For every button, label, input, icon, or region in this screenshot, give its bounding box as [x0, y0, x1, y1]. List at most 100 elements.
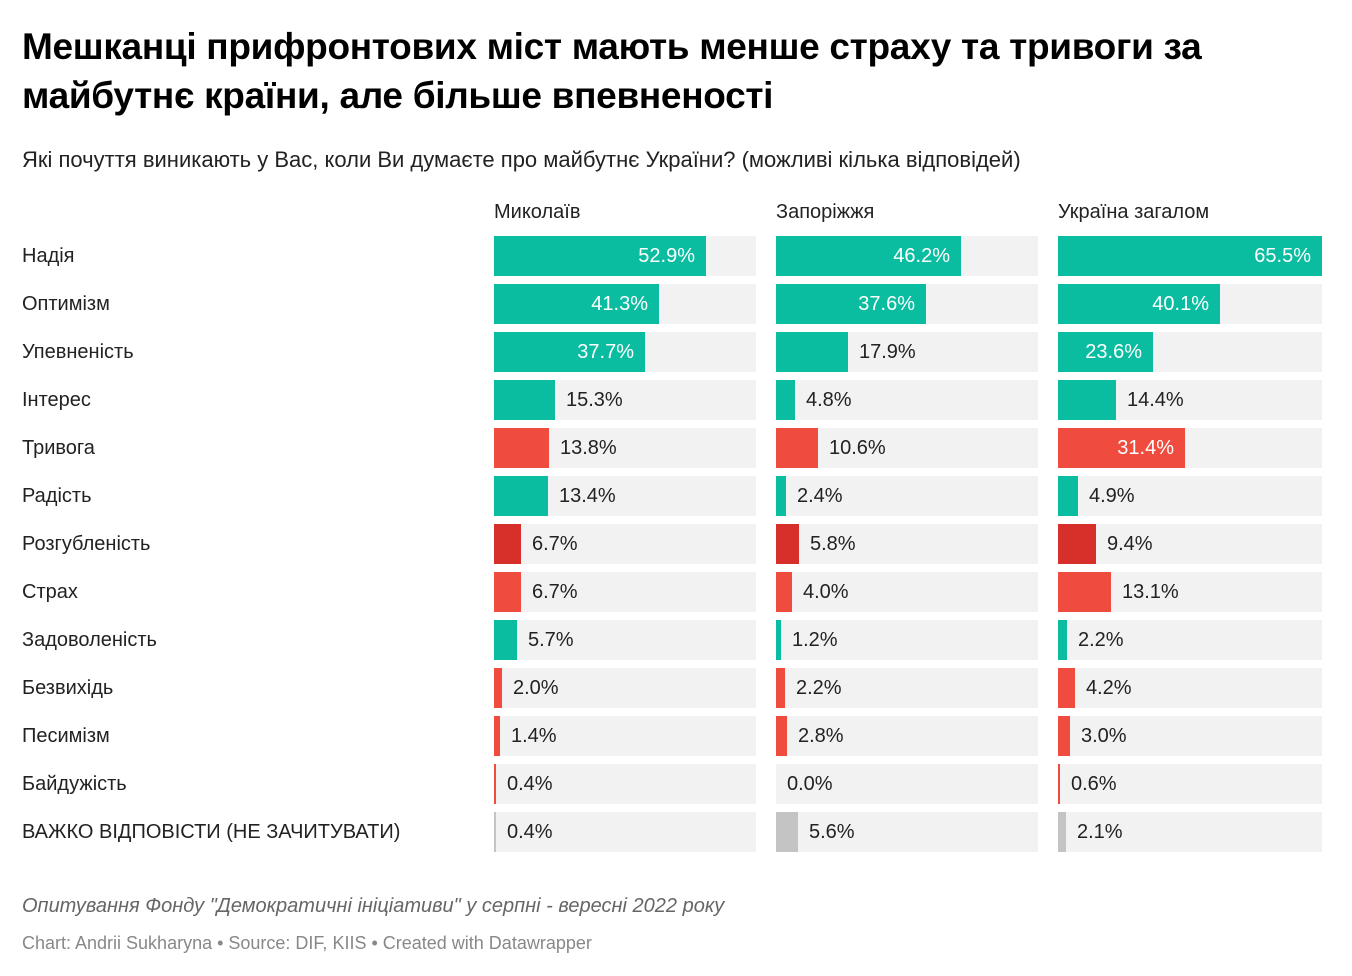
- bar-track: 4.9%: [1058, 476, 1322, 516]
- value-label: 6.7%: [532, 533, 578, 555]
- bar: [776, 812, 798, 852]
- value-label: 4.2%: [1086, 677, 1132, 699]
- chart-byline: Chart: Andrii Sukharyna • Source: DIF, K…: [22, 933, 592, 953]
- value-label: 0.6%: [1071, 773, 1117, 795]
- column-header: Миколаїв: [494, 201, 581, 223]
- bar: [1058, 332, 1153, 372]
- bar: [776, 620, 781, 660]
- bar: [776, 716, 787, 756]
- bar-track: 13.8%: [494, 428, 756, 468]
- value-label: 9.4%: [1107, 533, 1153, 555]
- bar: [776, 668, 785, 708]
- bar-track: 65.5%: [1058, 236, 1322, 276]
- bar-track: 2.8%: [776, 716, 1038, 756]
- bar: [1058, 812, 1066, 852]
- value-label: 17.9%: [859, 341, 916, 363]
- bar-track: 2.4%: [776, 476, 1038, 516]
- value-label: 0.4%: [507, 773, 553, 795]
- bar: [1058, 524, 1096, 564]
- bar-track: 41.3%: [494, 284, 756, 324]
- value-label: 14.4%: [1127, 389, 1184, 411]
- bar-track: 14.4%: [1058, 380, 1322, 420]
- row-label: ВАЖКО ВІДПОВІСТИ (НЕ ЗАЧИТУВАТИ): [22, 821, 401, 843]
- bar-track: 15.3%: [494, 380, 756, 420]
- bar-track: 46.2%: [776, 236, 1038, 276]
- row-label: Безвихідь: [22, 677, 114, 699]
- bar-track: 3.0%: [1058, 716, 1322, 756]
- bar-track: 17.9%: [776, 332, 1038, 372]
- value-label: 2.0%: [513, 677, 559, 699]
- value-label: 10.6%: [829, 437, 886, 459]
- row-label: Страх: [22, 581, 78, 603]
- value-label: 46.2%: [893, 245, 950, 267]
- bar: [494, 284, 659, 324]
- value-label: 52.9%: [638, 245, 695, 267]
- row-label: Надія: [22, 245, 75, 267]
- bar: [1058, 572, 1111, 612]
- bar-track: 13.4%: [494, 476, 756, 516]
- row-label: Байдужість: [22, 773, 127, 795]
- bar: [1058, 428, 1185, 468]
- bar-track: 0.4%: [494, 764, 756, 804]
- bar-track: 4.0%: [776, 572, 1038, 612]
- value-label: 40.1%: [1152, 293, 1209, 315]
- bar: [1058, 764, 1060, 804]
- bar: [494, 332, 645, 372]
- bar: [1058, 284, 1220, 324]
- value-label: 41.3%: [591, 293, 648, 315]
- bar: [1058, 380, 1116, 420]
- bar-track: 37.7%: [494, 332, 756, 372]
- row-label: Оптимізм: [22, 293, 110, 315]
- bar: [776, 524, 799, 564]
- bar: [494, 572, 521, 612]
- bar-track: 4.8%: [776, 380, 1038, 420]
- bar: [494, 764, 496, 804]
- value-label: 23.6%: [1085, 341, 1142, 363]
- bar-track: 10.6%: [776, 428, 1038, 468]
- chart-notes: Опитування Фонду "Демократичні ініціатив…: [22, 895, 725, 917]
- bar-track: 1.2%: [776, 620, 1038, 660]
- value-label: 2.4%: [797, 485, 843, 507]
- value-label: 5.8%: [810, 533, 856, 555]
- value-label: 1.2%: [792, 629, 838, 651]
- value-label: 0.4%: [507, 821, 553, 843]
- bar: [1058, 236, 1322, 276]
- row-label: Упевненість: [22, 341, 134, 363]
- value-label: 2.2%: [796, 677, 842, 699]
- row-label: Задоволеність: [22, 629, 157, 651]
- bar: [494, 668, 502, 708]
- bar-track: 2.2%: [776, 668, 1038, 708]
- row-label: Розгубленість: [22, 533, 151, 555]
- bar-track: 5.8%: [776, 524, 1038, 564]
- chart-title: Мешканці прифронтових міст мають менше с…: [22, 26, 1202, 116]
- bar: [776, 476, 786, 516]
- value-label: 37.6%: [858, 293, 915, 315]
- row-label: Тривога: [22, 437, 95, 459]
- value-label: 0.0%: [787, 773, 833, 795]
- value-label: 37.7%: [577, 341, 634, 363]
- bar-track: 23.6%: [1058, 332, 1322, 372]
- bar-track: 2.1%: [1058, 812, 1322, 852]
- bar-track: 4.2%: [1058, 668, 1322, 708]
- bar-track: 31.4%: [1058, 428, 1322, 468]
- value-label: 1.4%: [511, 725, 557, 747]
- bar-track: 5.6%: [776, 812, 1038, 852]
- value-label: 6.7%: [532, 581, 578, 603]
- bar: [776, 428, 818, 468]
- column-header: Україна загалом: [1058, 201, 1210, 223]
- value-label: 13.1%: [1122, 581, 1179, 603]
- value-label: 5.6%: [809, 821, 855, 843]
- bar: [776, 380, 795, 420]
- bar-track: 13.1%: [1058, 572, 1322, 612]
- bar-track: 37.6%: [776, 284, 1038, 324]
- bar-track: 6.7%: [494, 572, 756, 612]
- bar: [776, 332, 848, 372]
- value-label: 2.2%: [1078, 629, 1124, 651]
- bar-track: 6.7%: [494, 524, 756, 564]
- bar-track: 2.2%: [1058, 620, 1322, 660]
- bar: [1058, 620, 1067, 660]
- bar-track: 0.6%: [1058, 764, 1322, 804]
- bar: [776, 236, 961, 276]
- bar: [494, 812, 496, 852]
- bar-track: 1.4%: [494, 716, 756, 756]
